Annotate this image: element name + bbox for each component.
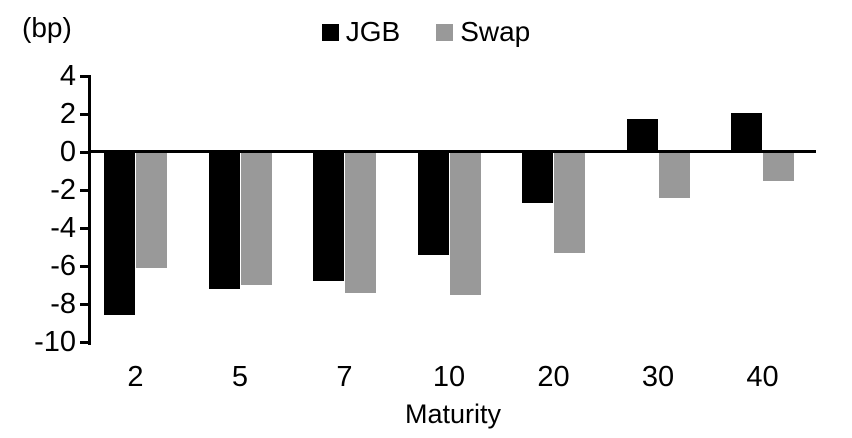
bar-jgb-2	[104, 152, 135, 316]
x-tick-label-30: 30	[641, 361, 675, 393]
bar-swap-7	[345, 152, 376, 293]
x-tick-label-10: 10	[432, 361, 466, 393]
y-tick-label-2: 2	[59, 98, 76, 130]
bar-swap-30	[658, 152, 690, 198]
jgb-swatch-icon	[321, 23, 339, 41]
bar-jgb-5	[208, 152, 240, 289]
legend-item-swap: Swap	[436, 17, 530, 47]
y-tick-label--2: -2	[50, 174, 76, 206]
y-tick-label-4: 4	[59, 60, 76, 92]
y-tick--8	[80, 302, 89, 306]
y-tick-2	[80, 112, 89, 116]
bar-swap-2	[136, 152, 167, 268]
bar-jgb-40	[731, 113, 762, 151]
bar-jgb-20	[522, 152, 553, 204]
y-tick--4	[80, 226, 89, 230]
y-tick-label--6: -6	[50, 250, 76, 282]
swap-swatch-icon	[436, 23, 454, 41]
y-tick-label-0: 0	[59, 136, 76, 168]
bar-swap-40	[763, 152, 794, 181]
legend-label-swap: Swap	[460, 16, 531, 47]
bar-jgb-10	[417, 152, 449, 255]
bar-jgb-30	[626, 118, 658, 151]
y-tick-label--8: -8	[50, 288, 76, 320]
legend-item-jgb: JGB	[321, 16, 401, 47]
bar-jgb-7	[313, 152, 344, 282]
y-tick--10	[80, 340, 89, 344]
legend-label-jgb: JGB	[345, 16, 401, 47]
y-axis-line	[88, 75, 91, 345]
bar-swap-20	[554, 152, 585, 253]
x-tick-label-7: 7	[336, 361, 353, 393]
x-tick-label-2: 2	[127, 361, 144, 393]
y-tick-4	[80, 74, 89, 78]
y-tick--2	[80, 188, 89, 192]
legend: JGB Swap	[0, 17, 852, 47]
x-tick-label-20: 20	[537, 361, 570, 393]
bar-swap-5	[240, 152, 272, 285]
x-tick-label-5: 5	[231, 361, 249, 393]
y-tick-label--4: -4	[50, 212, 76, 244]
x-tick-label-40: 40	[746, 361, 779, 393]
bar-swap-10	[449, 152, 481, 295]
y-axis-unit-label: (bp)	[22, 12, 72, 43]
x-axis-title: Maturity	[404, 399, 502, 429]
y-tick--6	[80, 264, 89, 268]
x-axis-zero-line	[88, 150, 816, 153]
y-tick-label--10: -10	[34, 326, 76, 358]
y-tick-0	[80, 150, 89, 154]
